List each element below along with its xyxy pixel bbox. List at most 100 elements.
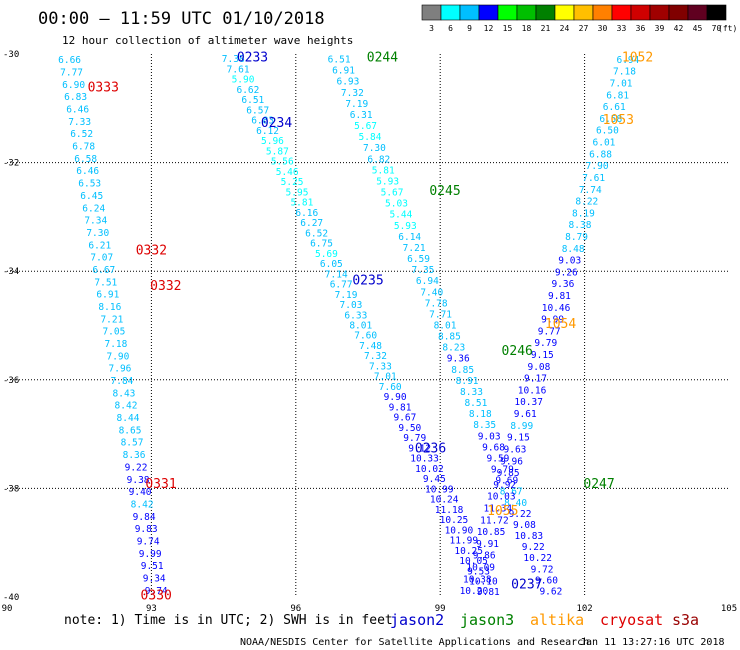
data-point-value: 9.79 — [491, 465, 514, 476]
data-point-value: 9.85 — [497, 468, 520, 479]
data-point-value: 6.83 — [64, 92, 87, 103]
data-point-value: 6.57 — [246, 105, 269, 116]
colorbar-swatch — [497, 4, 518, 21]
legend-s3a: s3a — [672, 611, 699, 629]
data-point-value: 5.69 — [315, 249, 338, 260]
colorbar-label: 3 — [429, 24, 434, 33]
colorbar-label: 39 — [655, 24, 665, 33]
data-point-value: 9.34 — [143, 573, 166, 584]
data-point-value: 6.94 — [616, 55, 639, 66]
pass-label: 0332 — [136, 243, 167, 258]
data-point-value: 9.81 — [477, 587, 500, 598]
legend-altika: altika — [530, 611, 584, 629]
data-point-value: 10.09 — [466, 562, 495, 573]
data-point-value: 9.77 — [538, 326, 561, 337]
data-point-value: 9.03 — [558, 256, 581, 267]
data-point-value: 10.85 — [477, 527, 506, 538]
chart-subtitle: 12 hour collection of altimeter wave hei… — [62, 34, 353, 47]
data-point-value: 8.91 — [456, 376, 479, 387]
colorbar-swatch — [611, 4, 632, 21]
data-point-value: 6.67 — [92, 265, 115, 276]
data-point-value: 8.42 — [131, 499, 154, 510]
pass-label: 0246 — [502, 344, 533, 359]
colorbar-swatch — [554, 4, 575, 21]
data-point-value: 7.74 — [579, 185, 602, 196]
data-point-value: 9.63 — [504, 444, 527, 455]
colorbar-swatch — [459, 4, 480, 21]
data-point-value: 9.96 — [500, 456, 523, 467]
legend-jason3: jason3 — [460, 611, 514, 629]
data-point-value: 9.62 — [539, 586, 562, 597]
pass-label: 0332 — [150, 279, 181, 294]
data-point-value: 9.15 — [507, 433, 530, 444]
data-point-value: 7.19 — [335, 290, 358, 301]
data-point-value: 6.83 — [251, 116, 274, 127]
data-point-value: 9.61 — [514, 409, 537, 420]
data-point-value: 9.17 — [524, 374, 547, 385]
pass-label: 0330 — [141, 588, 172, 603]
pass-label: 1054 — [545, 317, 576, 332]
axis-ticks: 90 93 96 99 102 105 -30 -32 -34 -36 -38 -40 — [2, 50, 738, 614]
pass-label: 1052 — [622, 51, 653, 66]
data-point-value: 8.67 — [500, 487, 523, 498]
data-point-value: 10.22 — [523, 553, 552, 564]
data-point-value: 5.81 — [372, 165, 395, 176]
data-point-value: 10.24 — [430, 495, 459, 506]
data-point-value: 7.90 — [586, 161, 609, 172]
data-point-value: 10.90 — [445, 525, 474, 536]
colorbar-unit: (ft) — [718, 24, 737, 33]
data-point-value: 8.48 — [562, 244, 585, 255]
data-point-value: 6.78 — [72, 142, 95, 153]
data-point-value: 9.79 — [403, 433, 426, 444]
data-point-value: 5.46 — [276, 167, 299, 178]
colorbar-swatch — [573, 4, 594, 21]
data-point-value: 5.56 — [271, 157, 294, 168]
colorbar-label: 36 — [636, 24, 646, 33]
y-tick-label: -32 — [3, 159, 19, 169]
data-point-value: 7.96 — [109, 364, 132, 375]
data-point-value: 7.21 — [100, 314, 123, 325]
data-point-value: 10.03 — [487, 492, 516, 503]
data-point-value: 8.43 — [113, 388, 136, 399]
data-point-value: 7.33 — [68, 117, 91, 128]
data-point-value: 10.10 — [469, 577, 498, 588]
x-tick-label: 90 — [2, 604, 13, 614]
data-point-value: 7.78 — [425, 298, 448, 309]
data-point-value: 8.01 — [434, 321, 457, 332]
data-point-value: 8.40 — [504, 498, 527, 509]
pass-label: 1055 — [487, 504, 518, 519]
colorbar: 3 6 9 12 15 18 21 24 27 30 33 36 39 42 45 70 — [421, 4, 727, 33]
y-tick-label: -34 — [3, 267, 19, 277]
data-point-value: 6.21 — [88, 240, 111, 251]
data-point-value: 6.50 — [596, 126, 619, 137]
colorbar-label: 12 — [484, 24, 494, 33]
data-point-value: 6.58 — [599, 114, 622, 125]
data-point-value: 8.79 — [565, 232, 588, 243]
data-point-value: 9.68 — [482, 442, 505, 453]
colorbar-label: 33 — [617, 24, 627, 33]
data-point-value: 9.38 — [127, 475, 150, 486]
data-point-value: 7.21 — [403, 243, 426, 254]
data-point-value: 6.91 — [96, 290, 119, 301]
data-point-value: 6.53 — [78, 179, 101, 190]
data-point-value: 6.27 — [300, 218, 323, 229]
colorbar-label: 27 — [579, 24, 589, 33]
colorbar-swatch — [592, 4, 613, 21]
data-point-value: 6.94 — [416, 276, 439, 287]
x-tick-label: 102 — [576, 604, 592, 614]
data-point-value: 9.53 — [467, 566, 490, 577]
data-point-value: 9.69 — [495, 476, 518, 487]
data-point-value: 7.03 — [340, 300, 363, 311]
data-point-value: 9.67 — [393, 413, 416, 424]
data-point-value: 7.30 — [86, 228, 109, 239]
data-point-value: 6.46 — [66, 105, 89, 116]
x-tick-label: 99 — [435, 604, 446, 614]
data-point-value: 9.36 — [551, 279, 574, 290]
data-point-value: 9.84 — [133, 512, 156, 523]
data-point-value: 6.82 — [367, 154, 390, 165]
grid — [7, 54, 729, 597]
colorbar-label: 15 — [503, 24, 513, 33]
data-point-value: 7.01 — [374, 372, 397, 383]
data-point-value: 8.19 — [572, 208, 595, 219]
